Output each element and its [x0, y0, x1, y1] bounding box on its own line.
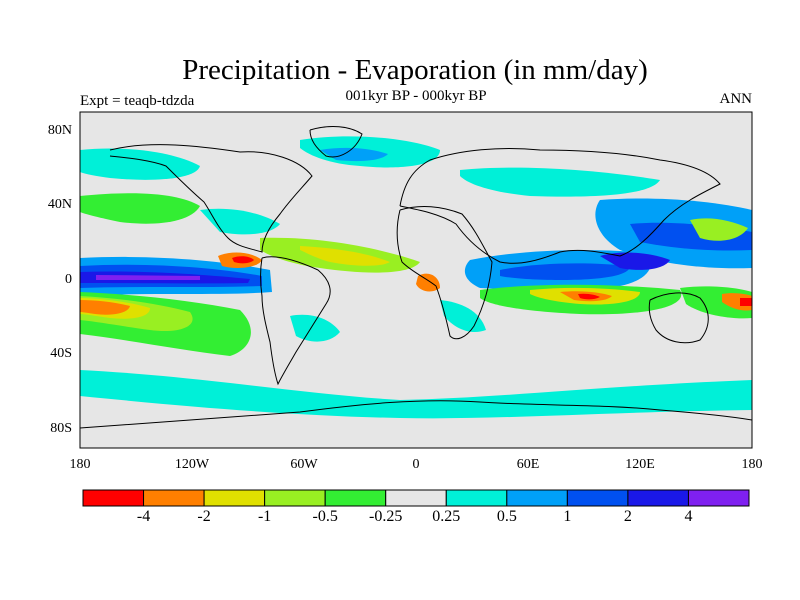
southern-ocean-band: [80, 370, 752, 419]
lat-tick-40n: 40N: [47, 197, 72, 212]
colorbar-swatch: [324, 489, 387, 507]
coast-north-america: [109, 144, 313, 253]
coast-antarctica: [80, 400, 752, 429]
colorbar-swatch: [82, 489, 145, 507]
lon-tick-120e: 120E: [625, 457, 655, 472]
colorbar-swatch: [143, 489, 205, 507]
colorbar: [82, 489, 750, 507]
lon-tick-120w: 120W: [174, 457, 210, 472]
colorbar-swatch: [627, 489, 689, 507]
w-pacific-wet-2: [600, 252, 670, 270]
colorbar-label: -1: [257, 508, 272, 525]
experiment-label: Expt = teaqb-tdzda: [80, 93, 195, 109]
n-atlantic-blue: [320, 147, 388, 162]
colorbar-label: -4: [136, 508, 151, 525]
atlantic-dry-2: [300, 246, 390, 266]
coast-australia: [648, 292, 709, 344]
e-pacific-dry-core: [232, 256, 254, 264]
coast-eurasia: [399, 147, 721, 264]
lat-tick-0: 0: [65, 272, 72, 287]
colorbar-label: 1: [563, 508, 572, 525]
indian-wet-core: [500, 263, 630, 280]
s-america-cyan: [290, 314, 340, 342]
n-pacific-band: [80, 193, 200, 224]
lat-tick-40s: 40S: [50, 346, 72, 361]
colorbar-label: 2: [623, 508, 632, 525]
lon-tick-180e: 180: [741, 457, 763, 472]
lon-tick-60w: 60W: [290, 457, 318, 472]
lon-tick-180w: 180: [69, 457, 91, 472]
map-frame: [79, 111, 753, 449]
indian-dry-4: [578, 293, 600, 300]
colorbar-swatch: [445, 489, 508, 507]
asia-wet: [460, 167, 660, 197]
map-subtitle: 001kyr BP - 000kyr BP: [345, 88, 487, 104]
sw-pacific-dry-2: [722, 293, 752, 311]
colorbar-label: 4: [684, 508, 693, 525]
coastlines: [80, 126, 752, 429]
coast-africa: [396, 206, 493, 340]
lat-tick-80s: 80S: [50, 421, 72, 436]
n-pacific-green: [690, 218, 748, 241]
africa-dry: [416, 273, 440, 292]
sw-pacific-dry-3: [740, 298, 752, 306]
colorbar-label: -0.25: [369, 508, 403, 525]
season-label: ANN: [719, 91, 753, 107]
lon-tick-60e: 60E: [516, 457, 540, 472]
coast-greenland: [309, 126, 363, 158]
map-title: Precipitation - Evaporation (in mm/day): [182, 54, 648, 86]
se-pacific-dry-4: [80, 300, 130, 315]
lon-tick-0: 0: [412, 457, 420, 472]
pacific-itcz-max: [96, 275, 200, 280]
coast-south-america: [260, 256, 331, 386]
lat-tick-80n: 80N: [47, 123, 72, 138]
colorbar-swatch: [203, 489, 266, 507]
colorbar-swatch: [687, 489, 750, 507]
colorbar-label: 0.25: [432, 508, 461, 525]
colorbar-swatch: [264, 489, 326, 507]
colorbar-swatch: [385, 489, 447, 507]
colorbar-label: -0.5: [312, 508, 338, 525]
colorbar-swatch: [506, 489, 568, 507]
colorbar-label: 0.5: [496, 508, 517, 525]
colorbar-label: -2: [197, 508, 211, 525]
colorbar-swatch: [566, 489, 629, 507]
